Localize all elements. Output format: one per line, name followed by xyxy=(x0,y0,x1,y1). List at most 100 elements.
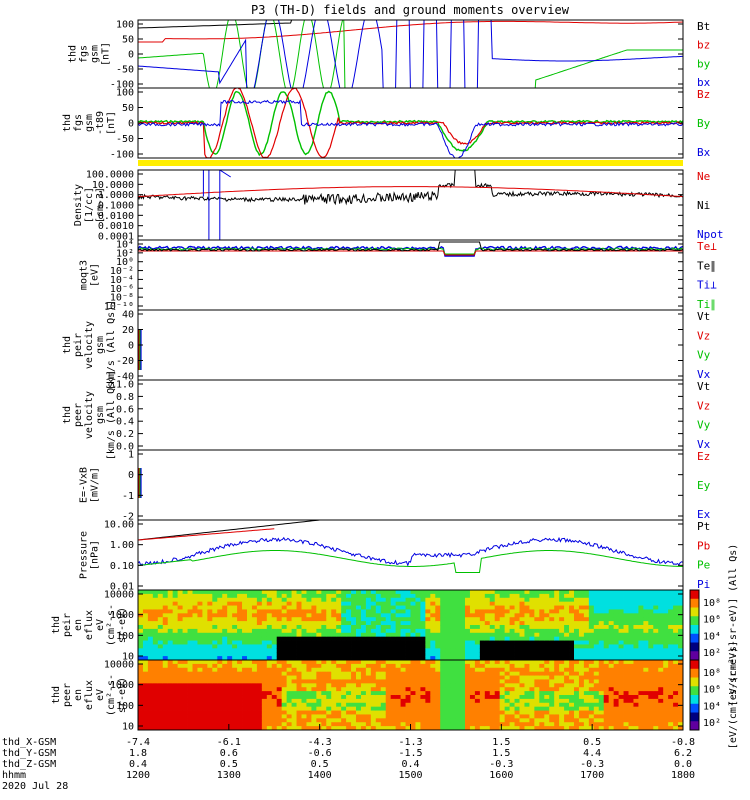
heatmap-cell xyxy=(266,617,273,622)
heatmap-cell xyxy=(593,609,600,614)
heatmap-cell xyxy=(162,644,169,649)
heatmap-cell xyxy=(430,593,436,599)
ytick-label: 1 xyxy=(128,450,134,461)
heatmap-cell xyxy=(484,671,491,676)
heatmap-cell xyxy=(197,702,203,708)
heatmap-cell xyxy=(524,590,530,595)
heatmap-cell xyxy=(489,640,496,645)
heatmap-cell xyxy=(212,687,218,692)
y-axis-label: thd xyxy=(51,686,62,704)
heatmap-cell xyxy=(380,718,387,723)
heatmap-cell xyxy=(405,609,411,614)
heatmap-cell xyxy=(306,726,312,730)
heatmap-cell xyxy=(177,706,183,711)
heatmap-cell xyxy=(142,597,149,603)
heatmap-cell xyxy=(360,609,367,614)
heatmap-cell xyxy=(177,590,183,595)
heatmap-cell xyxy=(370,663,377,669)
heatmap-cell xyxy=(370,597,377,603)
ytick-label: 10⁻⁸ xyxy=(110,293,134,304)
heatmap-cell xyxy=(356,695,362,700)
heatmap-cell xyxy=(286,590,292,595)
heatmap-cell xyxy=(583,691,590,696)
heatmap-cell xyxy=(460,628,466,634)
heatmap-cell xyxy=(469,667,476,673)
heatmap-cell xyxy=(147,687,154,692)
heatmap-cell xyxy=(559,636,565,641)
heatmap-cell xyxy=(653,628,659,634)
x-axis-value: 0.4 xyxy=(129,759,147,770)
heatmap-cell xyxy=(380,644,387,649)
heatmap-cell xyxy=(494,718,501,723)
heatmap-cell xyxy=(192,702,198,708)
heatmap-cell xyxy=(598,671,605,676)
heatmap-cell xyxy=(390,640,397,645)
heatmap-cell xyxy=(306,597,312,603)
heatmap-cell xyxy=(321,605,327,610)
heatmap-cell xyxy=(356,621,362,626)
heatmap-cell xyxy=(157,671,164,676)
heatmap-cell xyxy=(425,590,431,595)
heatmap-cell xyxy=(346,679,352,684)
heatmap-cell xyxy=(663,683,669,688)
heatmap-cell xyxy=(331,667,337,673)
heatmap-cell xyxy=(613,695,619,700)
heatmap-cell xyxy=(400,609,406,614)
heatmap-cell xyxy=(509,714,515,719)
heatmap-cell xyxy=(455,617,461,622)
heatmap-cell xyxy=(618,597,624,603)
heatmap-cell xyxy=(395,652,401,657)
heatmap-cell xyxy=(489,679,496,684)
heatmap-cell xyxy=(608,640,615,645)
heatmap-cell xyxy=(212,625,218,630)
heatmap-cell xyxy=(172,613,179,618)
heatmap-cell xyxy=(356,656,362,660)
heatmap-cell xyxy=(430,683,436,688)
heatmap-cell xyxy=(489,656,496,660)
heatmap-cell xyxy=(271,702,278,708)
heatmap-cell xyxy=(455,687,461,692)
heatmap-cell xyxy=(370,675,377,680)
heatmap-cell xyxy=(316,663,322,669)
heatmap-cell xyxy=(197,663,203,669)
heatmap-cell xyxy=(643,698,649,704)
heatmap-cell xyxy=(177,714,183,719)
heatmap-cell xyxy=(509,652,515,657)
heatmap-cell xyxy=(375,644,382,649)
heatmap-cell xyxy=(222,636,228,641)
heatmap-cell xyxy=(420,590,426,595)
heatmap-cell xyxy=(380,710,387,715)
colorbar-band xyxy=(690,695,699,705)
heatmap-cell xyxy=(400,605,406,610)
heatmap-cell xyxy=(440,601,446,606)
heatmap-cell xyxy=(172,706,179,711)
heatmap-cell xyxy=(276,718,283,723)
heatmap-cell xyxy=(410,702,416,708)
heatmap-cell xyxy=(638,597,644,603)
heatmap-cell xyxy=(559,597,565,603)
heatmap-cell xyxy=(286,640,292,645)
heatmap-cell xyxy=(455,718,461,723)
heatmap-cell xyxy=(251,656,258,660)
heatmap-cell xyxy=(162,695,169,700)
heatmap-cell xyxy=(529,652,535,657)
heatmap-cell xyxy=(474,726,481,730)
heatmap-cell xyxy=(276,687,283,692)
x-axis-value: -1.5 xyxy=(398,748,422,759)
heatmap-cell xyxy=(474,613,481,618)
heatmap-cell xyxy=(138,590,144,595)
colorbar-band xyxy=(690,625,699,635)
heatmap-cell xyxy=(202,628,208,634)
heatmap-cell xyxy=(276,609,283,614)
heatmap-cell xyxy=(564,648,570,653)
heatmap-cell xyxy=(316,617,322,622)
heatmap-cell xyxy=(261,590,268,595)
heatmap-cell xyxy=(356,636,362,641)
heatmap-cell xyxy=(172,663,179,669)
heatmap-cell xyxy=(261,714,268,719)
heatmap-cell xyxy=(356,671,362,676)
heatmap-cell xyxy=(360,593,367,599)
heatmap-cell xyxy=(638,698,644,704)
heatmap-cell xyxy=(613,609,619,614)
heatmap-cell xyxy=(316,660,322,665)
